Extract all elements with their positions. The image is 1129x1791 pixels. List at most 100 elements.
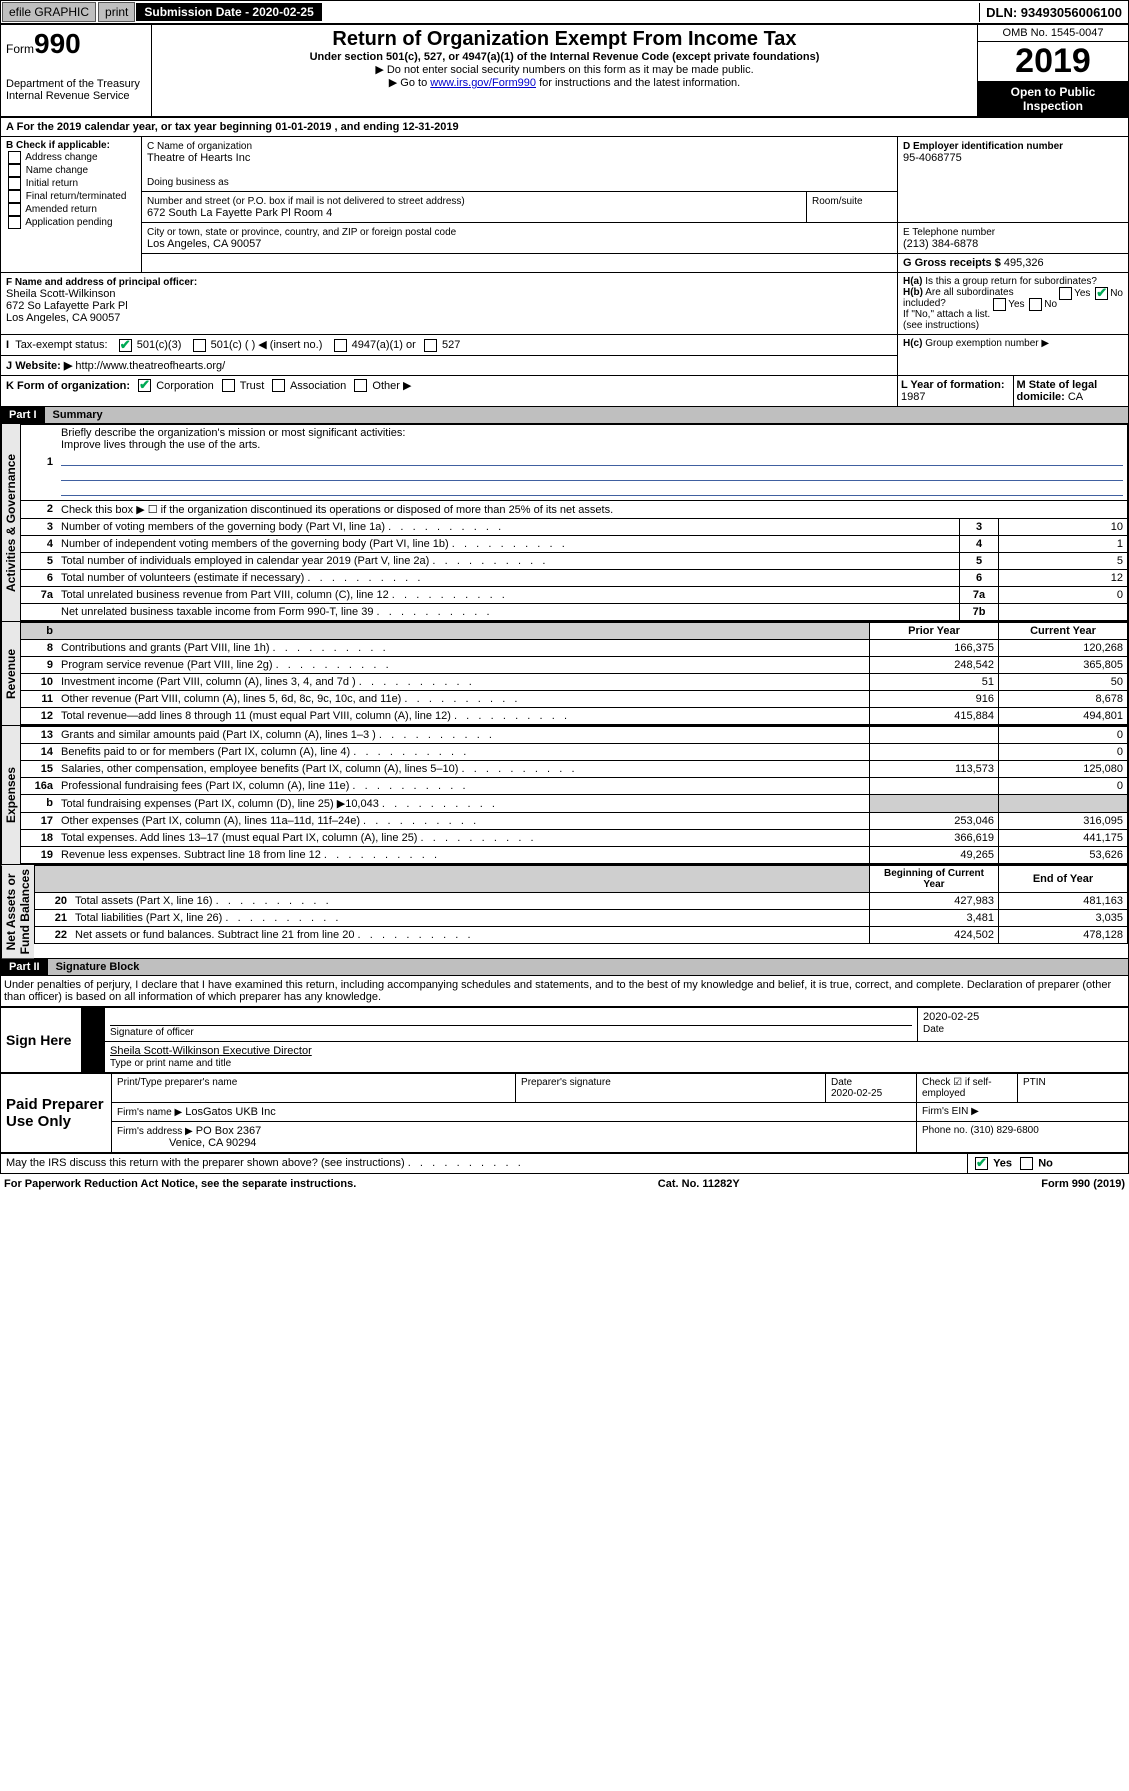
form-number: 990 [34, 28, 81, 59]
trust-checkbox[interactable] [222, 379, 235, 392]
revenue-section: Revenue bPrior YearCurrent Year 8Contrib… [0, 622, 1129, 726]
name-change-checkbox[interactable] [8, 164, 21, 177]
part2-header: Part II Signature Block [0, 959, 1129, 976]
preparer-table: Paid Preparer Use Only Print/Type prepar… [0, 1073, 1129, 1153]
form-title: Return of Organization Exempt From Incom… [157, 28, 972, 51]
527-checkbox[interactable] [424, 339, 437, 352]
dln-label: DLN: 93493056006100 [979, 3, 1128, 22]
rowj-label: J [6, 360, 12, 372]
opt-501c3: 501(c)(3) [137, 339, 182, 351]
501c-checkbox[interactable] [193, 339, 206, 352]
self-emp-label: Check ☑ if self-employed [917, 1073, 1018, 1102]
opt-addr: Address change [25, 152, 97, 163]
firm-name-label: Firm's name ▶ [117, 1107, 182, 1118]
501c3-checkbox[interactable] [119, 339, 132, 352]
period-begin: 01-01-2019 [275, 121, 331, 133]
discuss-no-checkbox[interactable] [1020, 1157, 1033, 1170]
hc-label: H(c) [903, 338, 922, 349]
opt-assoc: Association [290, 380, 346, 392]
initial-checkbox[interactable] [8, 177, 21, 190]
mission-text: Improve lives through the use of the art… [61, 439, 260, 451]
boxe-label: E Telephone number [903, 227, 995, 238]
header-table: Form990 Department of the Treasury Inter… [0, 24, 1129, 117]
ag-vlabel: Activities & Governance [1, 424, 20, 621]
rowj-text: Website: ▶ [15, 360, 72, 372]
expenses-section: Expenses 13Grants and similar amounts pa… [0, 726, 1129, 865]
corp-checkbox[interactable] [138, 379, 151, 392]
prep-sig-label: Preparer's signature [516, 1073, 826, 1102]
opt-corp: Corporation [156, 380, 213, 392]
ha-yes-checkbox[interactable] [1059, 287, 1072, 300]
period-end: 12-31-2019 [402, 121, 458, 133]
discuss-text: May the IRS discuss this return with the… [6, 1157, 521, 1169]
hb-note: If "No," attach a list. (see instruction… [903, 309, 990, 331]
discuss-yes-checkbox[interactable] [975, 1157, 988, 1170]
firm-phone: (310) 829-6800 [970, 1125, 1038, 1136]
exp-vlabel: Expenses [1, 726, 20, 864]
submission-date: Submission Date - 2020-02-25 [136, 3, 321, 21]
sign-here-label: Sign Here [1, 1007, 82, 1072]
firm-city: Venice, CA 90294 [169, 1137, 256, 1149]
efile-button[interactable]: efile GRAPHIC [2, 2, 96, 22]
officer-addr1: 672 So Lafayette Park Pl [6, 300, 128, 312]
other-checkbox[interactable] [354, 379, 367, 392]
ha-no-checkbox[interactable] [1095, 287, 1108, 300]
opt-name: Name change [26, 165, 88, 176]
period-pre: For the 2019 calendar year, or tax year … [17, 121, 276, 133]
pending-checkbox[interactable] [8, 216, 21, 229]
city-value: Los Angeles, CA 90057 [147, 238, 261, 250]
addr-label: Number and street (or P.O. box if mail i… [147, 196, 465, 207]
subtitle2: ▶ Do not enter social security numbers o… [157, 63, 972, 76]
city-label: City or town, state or province, country… [147, 227, 456, 238]
year-formed: 1987 [901, 391, 925, 403]
hb-no-checkbox[interactable] [1029, 298, 1042, 311]
boxc-label: C Name of organization [147, 141, 252, 152]
sub3-pre: ▶ Go to [389, 77, 430, 89]
irs-link[interactable]: www.irs.gov/Form990 [430, 77, 536, 89]
open-inspection: Open to Public Inspection [978, 82, 1129, 117]
na-hdr-c: End of Year [999, 865, 1128, 892]
sig-name-label: Type or print name and title [110, 1058, 231, 1069]
print-button[interactable]: print [98, 2, 135, 22]
rowi-text: Tax-exempt status: [15, 339, 107, 351]
rev-vlabel: Revenue [1, 622, 20, 725]
activities-governance-section: Activities & Governance 1Briefly describ… [0, 424, 1129, 622]
footer: For Paperwork Reduction Act Notice, see … [0, 1174, 1129, 1194]
declaration: Under penalties of perjury, I declare th… [0, 976, 1129, 1007]
subtitle1: Under section 501(c), 527, or 4947(a)(1)… [157, 51, 972, 63]
form-label: Form [6, 42, 34, 56]
sig-name: Sheila Scott-Wilkinson Executive Directo… [110, 1045, 312, 1057]
assoc-checkbox[interactable] [272, 379, 285, 392]
street-addr: 672 South La Fayette Park Pl Room 4 [147, 207, 332, 219]
part1-label: Part I [1, 407, 45, 423]
sig-date-label: Date [923, 1024, 944, 1035]
hdr-b: b [21, 622, 58, 639]
sig-date: 2020-02-25 [923, 1011, 979, 1023]
subtitle3: ▶ Go to www.irs.gov/Form990 for instruct… [157, 76, 972, 89]
hb-yes-checkbox[interactable] [993, 298, 1006, 311]
final-checkbox[interactable] [8, 190, 21, 203]
opt-501c: 501(c) ( ) ◀ (insert no.) [211, 339, 323, 351]
boxd-label: D Employer identification number [903, 141, 1063, 152]
part2-title: Signature Block [48, 959, 1128, 975]
ha-yes: Yes [1074, 288, 1090, 299]
hb-label: H(b) [903, 287, 923, 298]
dept-label: Department of the Treasury Internal Reve… [6, 78, 146, 102]
sig-officer-label: Signature of officer [110, 1027, 194, 1038]
boxg-label: G Gross receipts $ [903, 257, 1004, 269]
opt-initial: Initial return [26, 178, 78, 189]
na-hdr-p: Beginning of Current Year [870, 865, 999, 892]
part1-header: Part I Summary [0, 407, 1129, 424]
firm-addr: PO Box 2367 [196, 1125, 261, 1137]
ein-value: 95-4068775 [903, 152, 962, 164]
hc-text: Group exemption number ▶ [925, 338, 1049, 349]
ha-text: Is this a group return for subordinates? [925, 276, 1097, 287]
rowi-label: I [6, 339, 9, 351]
firm-ein-label: Firm's EIN ▶ [917, 1102, 1129, 1121]
4947-checkbox[interactable] [334, 339, 347, 352]
pra-notice: For Paperwork Reduction Act Notice, see … [4, 1178, 356, 1190]
addr-change-checkbox[interactable] [8, 151, 21, 164]
l2-text: Check this box ▶ ☐ if the organization d… [57, 500, 1128, 518]
firm-addr-label: Firm's address ▶ [117, 1126, 193, 1137]
amended-checkbox[interactable] [8, 203, 21, 216]
